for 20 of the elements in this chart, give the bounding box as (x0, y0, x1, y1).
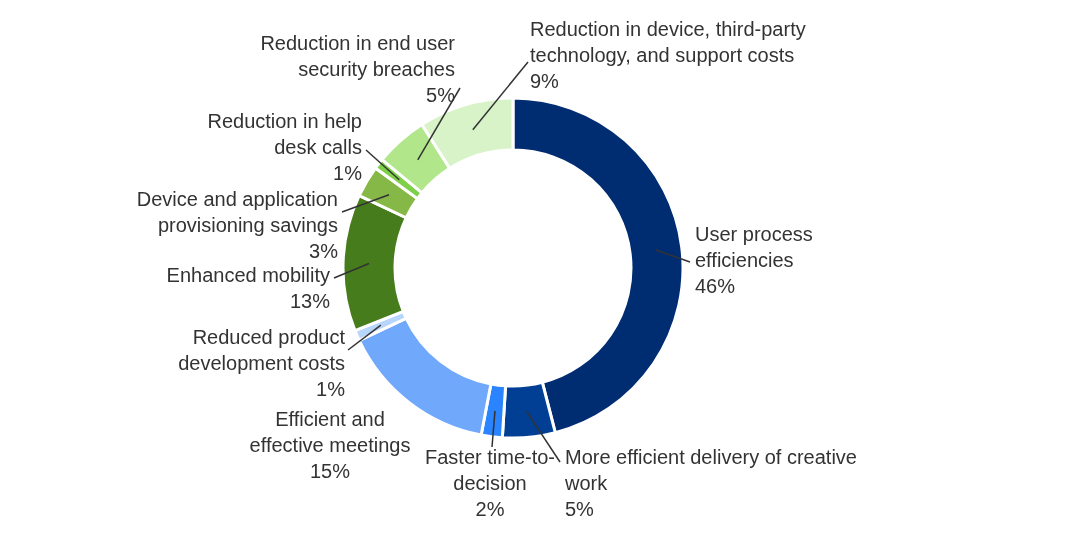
slice-label: Device and application provisioning savings (136, 188, 338, 236)
slice-label: Efficient and effective meetings (249, 408, 411, 456)
data-label: 9% (530, 70, 560, 92)
slice-label: More efficient delivery of creative work (564, 446, 857, 494)
slice-label: User process efficiencies (695, 223, 813, 271)
data-label: 15% (309, 460, 351, 482)
data-label: 1% (316, 378, 346, 400)
slice-label: Faster time-to-decision (424, 446, 556, 494)
slice-label: Enhanced mobility (166, 264, 330, 286)
data-label: 2% (475, 498, 505, 520)
slice-label: Reduction in end user security breaches (260, 32, 456, 80)
data-label: 1% (333, 162, 363, 184)
data-label: 5% (426, 84, 456, 106)
data-label: 5% (565, 498, 595, 520)
data-label: 3% (309, 240, 339, 262)
slice-label: Reduced product development costs (178, 326, 346, 374)
data-label: 13% (289, 290, 331, 312)
data-label: 46% (695, 275, 736, 297)
slice-label: Reduction in device, third-party technology, and support costs (530, 18, 806, 66)
slice-label: Reduction in help desk calls (207, 110, 362, 158)
